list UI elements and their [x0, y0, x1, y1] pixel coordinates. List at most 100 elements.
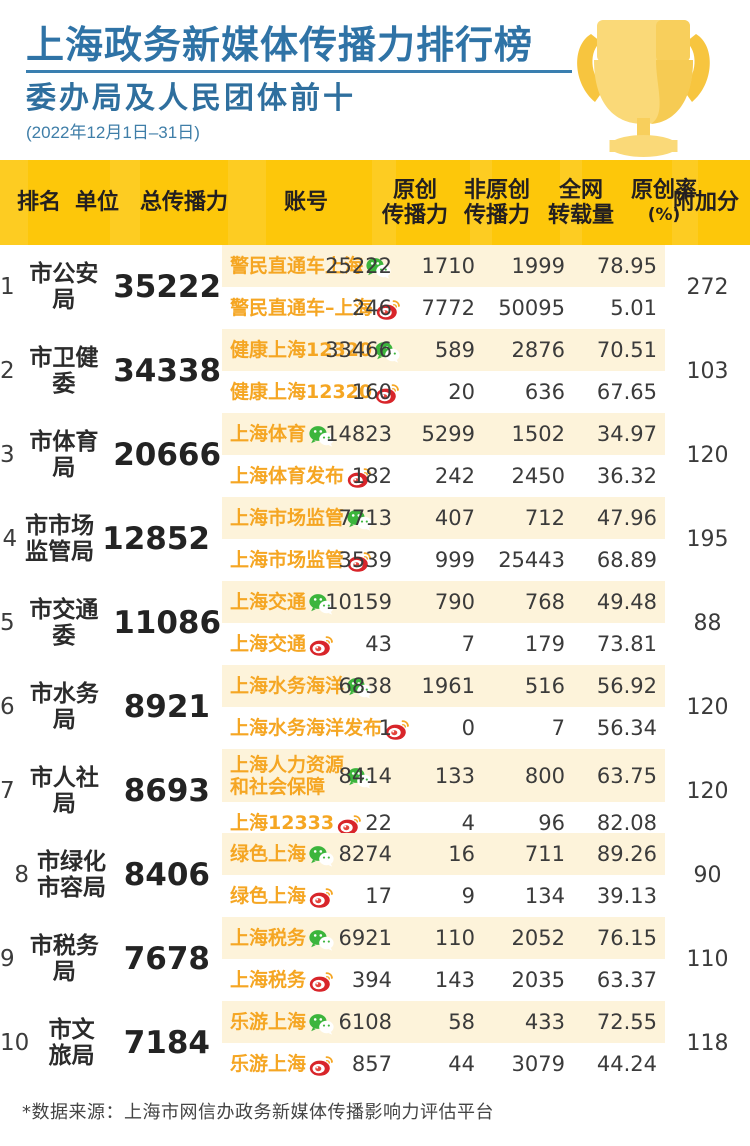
metric-origrate: 70.51	[596, 338, 657, 362]
account-name-cell: 绿色上海	[230, 843, 334, 867]
rank-unit-total-cell: 10 市文旅局 7184	[0, 1001, 222, 1085]
column-header-rank: 排名	[8, 160, 70, 245]
account-row: 上海交通 43 7 179 73.81	[222, 623, 665, 665]
account-name-cell: 上海市场监管	[230, 549, 371, 572]
metric-origrate: 82.08	[596, 811, 657, 835]
account-name-cell: 上海税务	[230, 969, 333, 992]
weibo-icon	[309, 635, 333, 656]
account-name-cell: 上海水务海洋发布	[230, 717, 409, 740]
metric-original: 6921	[338, 926, 392, 950]
metric-nonorig: 9	[461, 884, 475, 908]
metric-nonorig: 407	[434, 506, 475, 530]
account-name: 绿色上海	[230, 885, 307, 907]
unit-name: 市交通委	[29, 597, 99, 649]
source-note: *数据来源：上海市网信办政务新媒体传播影响力评估平台	[22, 1102, 494, 1123]
metric-repost: 2052	[511, 926, 565, 950]
metric-repost: 2450	[511, 464, 565, 488]
trophy-icon	[577, 20, 710, 157]
unit-name: 市税务局	[29, 933, 99, 985]
table-row: 2 市卫健委 34338 健康上海12320 33466 589 2876 70.51 健康上海…	[0, 329, 750, 413]
account-name-cell: 上海12333	[230, 812, 362, 835]
row-highlight	[222, 665, 665, 707]
wechat-icon	[309, 929, 334, 951]
metric-nonorig: 1961	[421, 674, 475, 698]
metric-original: 8274	[338, 842, 392, 866]
metric-original: 7713	[338, 506, 392, 530]
metric-repost: 2035	[511, 968, 565, 992]
metric-origrate: 34.97	[596, 422, 657, 446]
account-name: 警民直通车上海	[230, 255, 364, 277]
metric-repost: 712	[524, 506, 565, 530]
account-name: 绿色上海	[230, 843, 307, 865]
wechat-icon	[309, 845, 334, 867]
unit-name: 市市场 监管局	[25, 513, 95, 565]
metric-repost: 179	[524, 632, 565, 656]
account-name-cell: 警民直通车–上海	[230, 297, 400, 320]
account-row: 上海税务 6921 110 2052 76.15	[222, 917, 665, 959]
metric-nonorig: 7772	[421, 296, 475, 320]
rank-unit-total-cell: 8 市绿化 市容局 8406	[0, 833, 222, 917]
metric-origrate: 89.26	[596, 842, 657, 866]
metric-repost: 2876	[511, 338, 565, 362]
unit-name: 市水务局	[29, 681, 99, 733]
account-row: 上海人力资源 和社会保障 8414 133 800 63.75	[222, 749, 665, 802]
wechat-icon	[347, 767, 372, 789]
account-name: 上海人力资源 和社会保障	[230, 753, 345, 798]
column-header-label: 非原创	[463, 177, 530, 203]
weibo-icon	[309, 887, 333, 908]
metric-nonorig: 5299	[421, 422, 475, 446]
account-name: 健康上海12320	[230, 381, 373, 403]
metric-origrate: 36.32	[596, 464, 657, 488]
metric-repost: 636	[524, 380, 565, 404]
bonus-score: 103	[686, 358, 729, 384]
account-row: 上海市场监管 3539 999 25443 68.89	[222, 539, 665, 581]
rank-value: 6	[0, 694, 15, 720]
table-row: 5 市交通委 11086 上海交通 10159 790 768 49.48 上海交通 43 7 179…	[0, 581, 750, 665]
total-score: 12852	[102, 521, 210, 557]
unit-name: 市体育局	[29, 429, 99, 481]
header: 上海政务新媒体传播力排行榜 委办局及人民团体前十 (2022年12月1日–31日…	[0, 0, 750, 160]
bonus-score: 90	[693, 862, 722, 888]
metric-repost: 1502	[511, 422, 565, 446]
metric-original: 394	[351, 968, 392, 992]
account-row: 绿色上海 8274 16 711 89.26	[222, 833, 665, 875]
account-name-cell: 上海交通	[230, 633, 333, 656]
bonus-score: 120	[686, 778, 729, 804]
metric-nonorig: 999	[434, 548, 475, 572]
column-header-label: 原创率	[630, 177, 697, 203]
wechat-icon	[309, 425, 334, 447]
row-highlight	[222, 833, 665, 875]
table-body: 1 市公安局 35222 警民直通车上海 25222 1710 1999 78.95 警民直通车…	[0, 245, 750, 1085]
unit-name: 市人社局	[29, 765, 99, 817]
bonus-score: 120	[686, 694, 729, 720]
metric-origrate: 49.48	[596, 590, 657, 614]
metric-original: 25222	[325, 254, 392, 278]
table-row: 4 市市场 监管局 12852 上海市场监管 7713 407 712 47.96 上海市场监管…	[0, 497, 750, 581]
column-header-label: 全网	[558, 177, 603, 203]
rank-value: 2	[0, 358, 15, 384]
metric-original: 6108	[338, 1010, 392, 1034]
table-header: 排名 单位 总传播力 账号 原创 传播力 非原创 传播力 全网 转载量 原创率 (%) 附加分	[0, 160, 750, 245]
account-row: 上海体育发布 182 242 2450 36.32	[222, 455, 665, 497]
column-header-bonus: 附加分	[662, 160, 750, 245]
account-name-cell: 上海市场监管	[230, 507, 372, 531]
metric-repost: 711	[524, 842, 565, 866]
weibo-icon	[337, 814, 362, 835]
metric-original: 43	[365, 632, 392, 656]
metric-nonorig: 7	[461, 632, 475, 656]
metric-origrate: 68.89	[596, 548, 657, 572]
account-name-cell: 绿色上海	[230, 885, 333, 908]
metric-repost: 768	[524, 590, 565, 614]
rank-value: 10	[0, 1030, 30, 1056]
total-score: 8921	[123, 689, 210, 725]
metric-repost: 50095	[498, 296, 565, 320]
metric-origrate: 56.92	[596, 674, 657, 698]
rank-unit-total-cell: 6 市水务局 8921	[0, 665, 222, 749]
account-row: 警民直通车上海 25222 1710 1999 78.95	[222, 245, 665, 287]
metric-original: 6838	[338, 674, 392, 698]
table-row: 10 市文旅局 7184 乐游上海 6108 58 433 72.55 乐游上海 857 44 307…	[0, 1001, 750, 1085]
bonus-score: 120	[686, 442, 729, 468]
metric-origrate: 78.95	[596, 254, 657, 278]
account-name-cell: 上海人力资源 和社会保障	[230, 753, 372, 798]
